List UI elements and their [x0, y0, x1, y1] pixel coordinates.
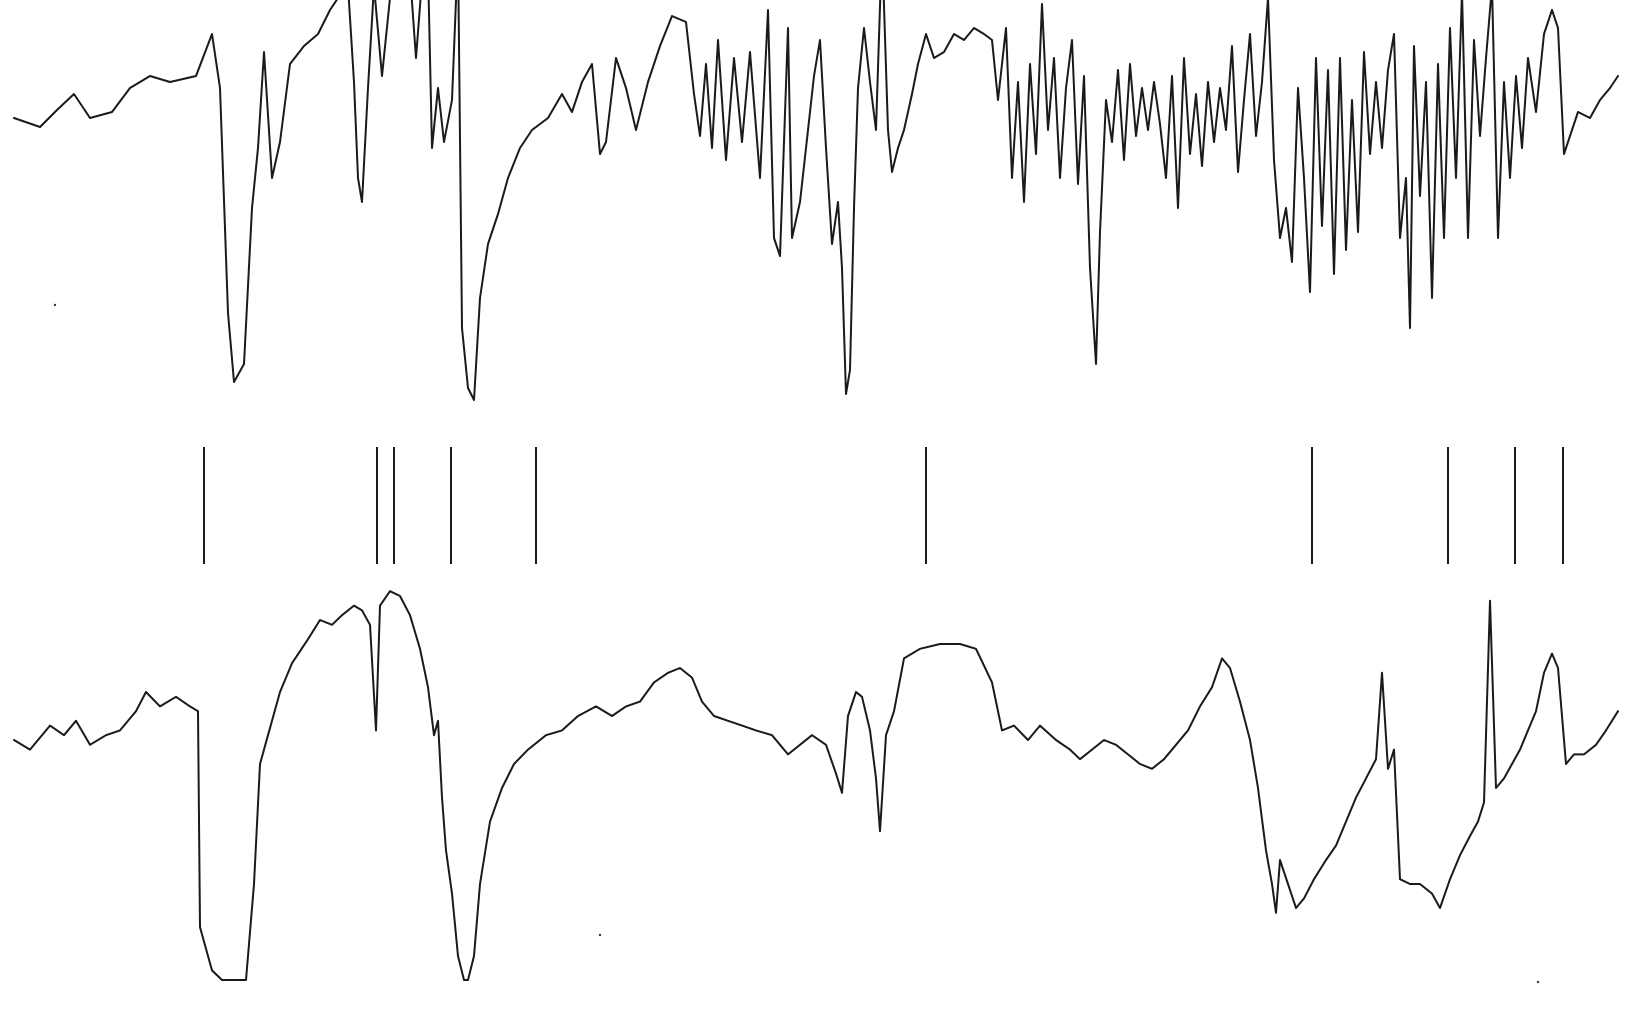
stray-dot	[1536, 980, 1540, 984]
stray-dots	[53, 303, 1540, 984]
lower-trace-line	[13, 590, 1619, 981]
event-marker-panel	[203, 447, 1564, 564]
stray-dot	[53, 303, 57, 307]
upper-trace-panel	[13, 0, 1619, 401]
stray-dot	[598, 933, 602, 937]
lower-trace-panel	[13, 590, 1619, 981]
upper-trace-line	[13, 0, 1619, 401]
